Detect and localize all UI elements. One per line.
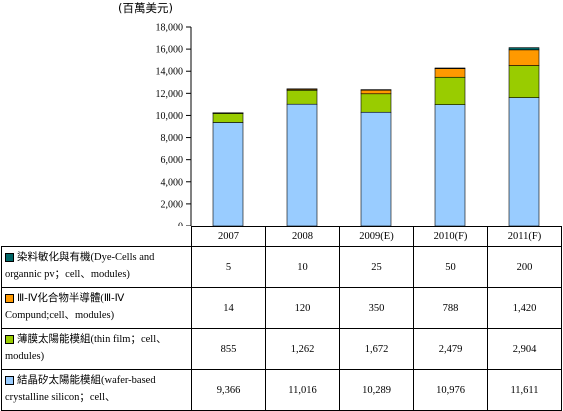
y-tick-label: 8,000 (161, 133, 184, 144)
stacked-bar-chart: (百萬美元) 0 2,000 4,000 6,000 8,000 10,000 12,000… (118, 1, 540, 227)
bar-segment-3-2 (360, 89, 392, 91)
data-label-2-4: 1,420 (487, 287, 562, 329)
data-label-0-2: 10,289 (339, 369, 414, 411)
y-axis-unit-label: (百萬美元) (118, 1, 173, 15)
bar-segment-0-3 (434, 104, 466, 226)
data-label-2-0: 14 (191, 287, 266, 329)
data-label-1-3: 2,479 (413, 328, 488, 370)
category-label-2: 2009(E) (339, 226, 414, 247)
data-label-3-3: 50 (413, 246, 488, 288)
bar-segment-0-4 (508, 97, 540, 226)
table-row: 染料敏化與有機(Dye-Cells and organnic pv；cell、m… (1, 246, 562, 288)
bar-segment-3-4 (508, 47, 540, 51)
data-label-1-1: 1,262 (265, 328, 340, 370)
category-label-0: 2007 (191, 226, 266, 247)
data-label-3-0: 5 (191, 246, 266, 288)
data-label-3-2: 25 (339, 246, 414, 288)
table-row: 結晶矽太陽能模組(wafer-based crystalline silicon… (1, 369, 562, 411)
legend-swatch-icon (5, 253, 14, 263)
y-tick-label: 16,000 (156, 45, 184, 56)
data-label-3-1: 10 (265, 246, 340, 288)
bar-segment-0-1 (286, 103, 318, 226)
data-label-0-4: 11,611 (487, 369, 562, 411)
bar-segment-0-0 (212, 122, 244, 226)
bar-segment-3-1 (286, 88, 318, 90)
legend-entry-3: 染料敏化與有機(Dye-Cells and organnic pv；cell、m… (1, 246, 192, 288)
y-tick-label: 0 (178, 222, 183, 227)
data-label-1-2: 1,672 (339, 328, 414, 370)
y-tick-label: 12,000 (156, 89, 184, 100)
category-label-3: 2010(F) (413, 226, 488, 247)
legend-swatch-icon (5, 335, 14, 345)
bar-segment-3-0 (212, 112, 244, 114)
bar-segment-2-4 (508, 49, 540, 66)
data-label-0-1: 11,016 (265, 369, 340, 411)
legend-entry-1: 薄膜太陽能模組(thin film；cell、modules) (1, 328, 192, 370)
legend-entry-0: 結晶矽太陽能模組(wafer-based crystalline silicon… (1, 369, 192, 411)
data-label-0-0: 9,366 (191, 369, 266, 411)
category-label-1: 2008 (265, 226, 340, 247)
legend-label: Ⅲ-Ⅳ化合物半導體(Ⅲ-Ⅳ Compund;cell、modules) (5, 293, 125, 321)
y-tick-label: 6,000 (161, 155, 184, 166)
data-label-3-4: 200 (487, 246, 562, 288)
legend-swatch-icon (5, 376, 14, 386)
legend-label: 染料敏化與有機(Dye-Cells and organnic pv；cell、m… (5, 252, 155, 280)
table-row: 薄膜太陽能模組(thin film；cell、modules) 855 1,262 1… (1, 328, 562, 370)
table-corner-blank (1, 226, 192, 247)
legend-label: 薄膜太陽能模組(thin film；cell、modules) (5, 334, 167, 362)
y-tick-label: 4,000 (161, 177, 184, 188)
data-table: 2007 2008 2009(E) 2010(F) 2011(F) 染料敏化與有機(Dye… (1, 226, 562, 411)
bar-segment-1-3 (434, 76, 466, 105)
bar-segment-2-3 (434, 68, 466, 78)
y-tick-label: 14,000 (156, 67, 184, 78)
bar-segment-1-0 (212, 112, 244, 123)
y-tick-label: 2,000 (161, 199, 184, 210)
bar-segment-0-2 (360, 111, 392, 226)
data-label-2-1: 120 (265, 287, 340, 329)
legend-label: 結晶矽太陽能模組(wafer-based crystalline silicon… (5, 375, 156, 403)
bar-segment-3-3 (434, 67, 466, 69)
data-label-2-2: 350 (339, 287, 414, 329)
bar-segment-1-1 (286, 89, 318, 105)
data-label-0-3: 10,976 (413, 369, 488, 411)
legend-entry-2: Ⅲ-Ⅳ化合物半導體(Ⅲ-Ⅳ Compund;cell、modules) (1, 287, 192, 329)
data-label-2-3: 788 (413, 287, 488, 329)
bar-segment-1-2 (360, 93, 392, 113)
y-tick-label: 10,000 (156, 111, 184, 122)
data-label-1-0: 855 (191, 328, 266, 370)
legend-swatch-icon (5, 294, 14, 304)
table-row: Ⅲ-Ⅳ化合物半導體(Ⅲ-Ⅳ Compund;cell、modules) 14 120… (1, 287, 562, 329)
data-label-1-4: 2,904 (487, 328, 562, 370)
category-label-4: 2011(F) (487, 226, 562, 247)
y-tick-label: 18,000 (156, 23, 184, 34)
bar-segment-1-4 (508, 65, 540, 98)
